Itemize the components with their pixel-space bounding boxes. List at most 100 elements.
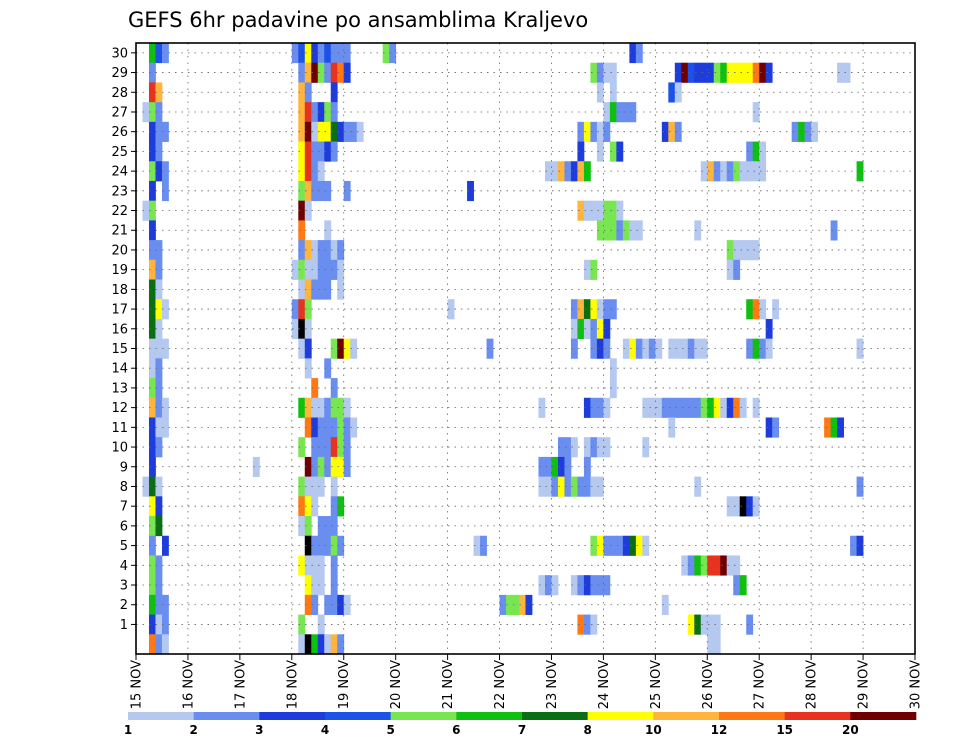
precip-cell [564, 456, 572, 478]
precip-cell [324, 437, 332, 458]
precip-cell [317, 121, 325, 142]
precip-cell [298, 338, 306, 359]
precip-cell [616, 102, 624, 123]
precip-cell [603, 437, 611, 458]
precip-cell [467, 180, 474, 202]
precip-cell [337, 279, 345, 300]
precip-cell [596, 121, 604, 142]
precip-cell [161, 161, 169, 182]
precip-cell [311, 240, 319, 261]
precip-cell [161, 594, 169, 615]
precip-cell [538, 476, 546, 497]
x-tick-label: 21 NOV [441, 660, 456, 709]
precip-cell [726, 62, 734, 83]
precip-cell [590, 121, 598, 142]
precip-cell [694, 476, 702, 497]
grid-lines [136, 43, 915, 654]
y-tick-label: 4 [120, 559, 128, 574]
precip-cell [304, 62, 312, 83]
precip-cell [752, 102, 760, 123]
y-tick-label: 8 [120, 480, 128, 495]
precip-cell [324, 634, 332, 655]
precip-cell [148, 43, 156, 64]
x-tick-label: 20 NOV [389, 660, 404, 709]
precip-cell [804, 121, 812, 142]
precip-cell [291, 318, 299, 340]
precip-cell [570, 437, 578, 458]
precip-cell [298, 161, 306, 182]
precip-cell [720, 555, 728, 576]
precip-cell [343, 437, 351, 458]
precip-cell [317, 141, 325, 162]
precip-cell [765, 417, 773, 438]
y-tick-label: 3 [120, 579, 128, 594]
precip-cell [311, 43, 319, 64]
precip-cell [583, 614, 591, 635]
precip-cell [161, 397, 169, 418]
precip-cell [746, 141, 754, 162]
precip-cell [148, 634, 156, 655]
x-tick-label: 30 NOV [909, 660, 924, 709]
precip-cell [551, 476, 559, 497]
precip-cell [564, 476, 572, 497]
precip-cell [330, 437, 338, 458]
colorbar-label: 5 [386, 723, 394, 737]
precip-cell [603, 62, 611, 83]
precip-cell [343, 62, 351, 83]
precip-cell [317, 240, 325, 261]
precip-cell [570, 575, 578, 596]
colorbar-swatch [390, 712, 457, 720]
precip-cell [603, 200, 611, 221]
precip-cell [726, 555, 734, 576]
precip-cell [609, 82, 617, 103]
y-tick-label: 28 [111, 86, 128, 101]
colorbar-swatch [128, 712, 194, 720]
precip-cell [311, 496, 319, 517]
precip-cell [681, 397, 689, 418]
precip-cell [330, 397, 338, 418]
precip-cell [837, 417, 844, 438]
precip-cell [324, 516, 332, 537]
precip-cell [713, 634, 721, 655]
precip-cell [577, 318, 585, 340]
precip-cell [155, 318, 163, 340]
precip-cell [330, 634, 338, 655]
precip-cell [603, 575, 611, 596]
precip-cell [317, 456, 325, 478]
precip-cell [772, 417, 780, 438]
precip-cell [337, 397, 345, 418]
precip-cell [161, 43, 169, 64]
precip-cell [570, 338, 578, 359]
precip-cell [337, 417, 345, 438]
precip-cell [752, 397, 760, 418]
precip-cell [317, 397, 325, 418]
precip-cell [343, 456, 351, 478]
precip-cell [337, 594, 345, 615]
precip-cell [603, 299, 611, 320]
precip-cell [642, 437, 650, 458]
precip-cell [674, 82, 682, 103]
precip-cell [304, 82, 312, 103]
precip-cell [583, 200, 591, 221]
colorbar-label: 4 [321, 723, 329, 737]
precip-cell [155, 496, 163, 517]
precip-cell [687, 338, 695, 359]
precip-cell [616, 200, 624, 221]
precip-cell [707, 634, 715, 655]
precip-cell [856, 476, 864, 497]
y-tick-label: 30 [111, 46, 128, 61]
precip-cell [155, 614, 163, 635]
precip-cell [596, 397, 604, 418]
precip-cell [304, 200, 312, 221]
x-tick-label: 28 NOV [805, 660, 820, 709]
precip-cell [337, 259, 345, 280]
precip-cell [148, 240, 156, 261]
precip-cell [622, 220, 630, 241]
precip-cell [733, 161, 741, 182]
y-tick-label: 20 [111, 243, 128, 258]
y-tick-label: 16 [111, 322, 128, 337]
precip-cell [148, 338, 156, 359]
precip-cell [298, 496, 306, 517]
precip-cell [161, 121, 169, 142]
y-tick-label: 14 [111, 362, 128, 377]
